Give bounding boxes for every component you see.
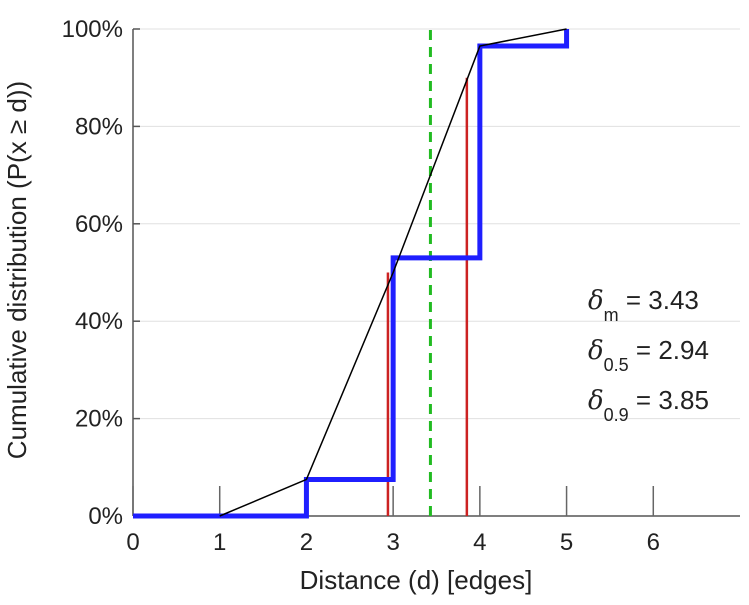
series-interpolated <box>219 28 567 517</box>
y-tick-label: 80% <box>75 113 123 140</box>
annotation-layer: δm = 3.43 δ0.5 = 2.94 δ0.9 = 3.85 <box>588 285 709 425</box>
annotation-0.9: δ0.9 = 3.85 <box>588 385 709 425</box>
annotation-0.5: δ0.5 = 2.94 <box>588 335 709 375</box>
grid-layer <box>133 28 740 420</box>
y-tick-label: 0% <box>88 503 123 530</box>
annotation-text: δm = 3.43 <box>588 285 699 325</box>
y-tick-label: 20% <box>75 406 123 433</box>
x-tick-label: 0 <box>126 529 139 556</box>
y-axis-label: Cumulative distribution (P(x ≥ d)) <box>2 81 32 459</box>
x-tick-label: 4 <box>473 529 486 556</box>
x-tick-label: 6 <box>647 529 660 556</box>
series-layer <box>133 28 570 519</box>
annotation-text: δ0.9 = 3.85 <box>588 385 709 425</box>
y-tick-label: 40% <box>75 308 123 335</box>
x-tick-label: 5 <box>560 529 573 556</box>
x-axis-label: Distance (d) [edges] <box>300 565 533 595</box>
x-tick-label: 3 <box>386 529 399 556</box>
annotation-text: δ0.5 = 2.94 <box>588 335 709 375</box>
x-tick-label: 1 <box>213 529 226 556</box>
label-layer: Distance (d) [edges] Cumulative distribu… <box>2 81 532 595</box>
x-tick-label: 2 <box>300 529 313 556</box>
series-empirical-step <box>133 29 570 519</box>
annotation-m: δm = 3.43 <box>588 285 699 325</box>
y-tick-label: 60% <box>75 211 123 238</box>
lines-layer <box>386 29 469 516</box>
y-tick-label: 100% <box>62 16 123 43</box>
